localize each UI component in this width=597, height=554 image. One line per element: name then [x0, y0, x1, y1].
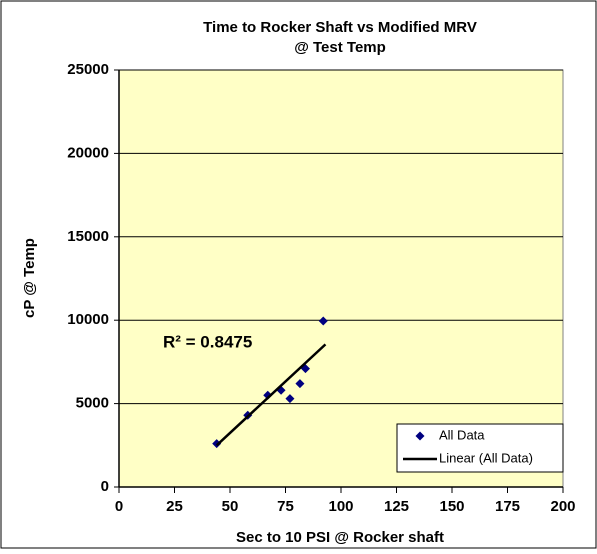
x-axis-label: Sec to 10 PSI @ Rocker shaft — [236, 529, 444, 546]
x-tick-label: 200 — [550, 498, 575, 515]
y-tick-label: 0 — [101, 478, 109, 495]
legend-label: Linear (All Data) — [439, 450, 533, 465]
data-point — [285, 394, 295, 404]
x-tick-label: 25 — [166, 498, 183, 515]
y-tick-label: 5000 — [76, 395, 109, 412]
y-tick-label: 10000 — [67, 311, 109, 328]
x-tick-label: 0 — [115, 498, 123, 515]
legend-swatch — [415, 431, 425, 441]
x-tick-label: 150 — [439, 498, 464, 515]
data-point — [295, 379, 305, 389]
x-tick-label: 75 — [277, 498, 294, 515]
legend: All Data Linear (All Data) — [396, 423, 564, 473]
legend-label: All Data — [439, 427, 485, 442]
legend-box — [396, 423, 564, 473]
y-tick-label: 25000 — [67, 61, 109, 78]
trendline — [215, 343, 327, 447]
x-tick-label: 175 — [495, 498, 520, 515]
y-axis-label: cP @ Temp — [21, 238, 38, 318]
y-tick-label: 15000 — [67, 228, 109, 245]
plot-area — [118, 69, 564, 488]
chart-title: Time to Rocker Shaft vs Modified MRV — [203, 19, 477, 36]
data-point — [318, 316, 328, 326]
annotation: R² = 0.8475 — [163, 332, 252, 351]
chart-title: @ Test Temp — [294, 39, 386, 56]
x-tick-label: 125 — [384, 498, 409, 515]
y-tick-label: 20000 — [67, 144, 109, 161]
x-tick-label: 100 — [328, 498, 353, 515]
x-tick-label: 50 — [222, 498, 239, 515]
